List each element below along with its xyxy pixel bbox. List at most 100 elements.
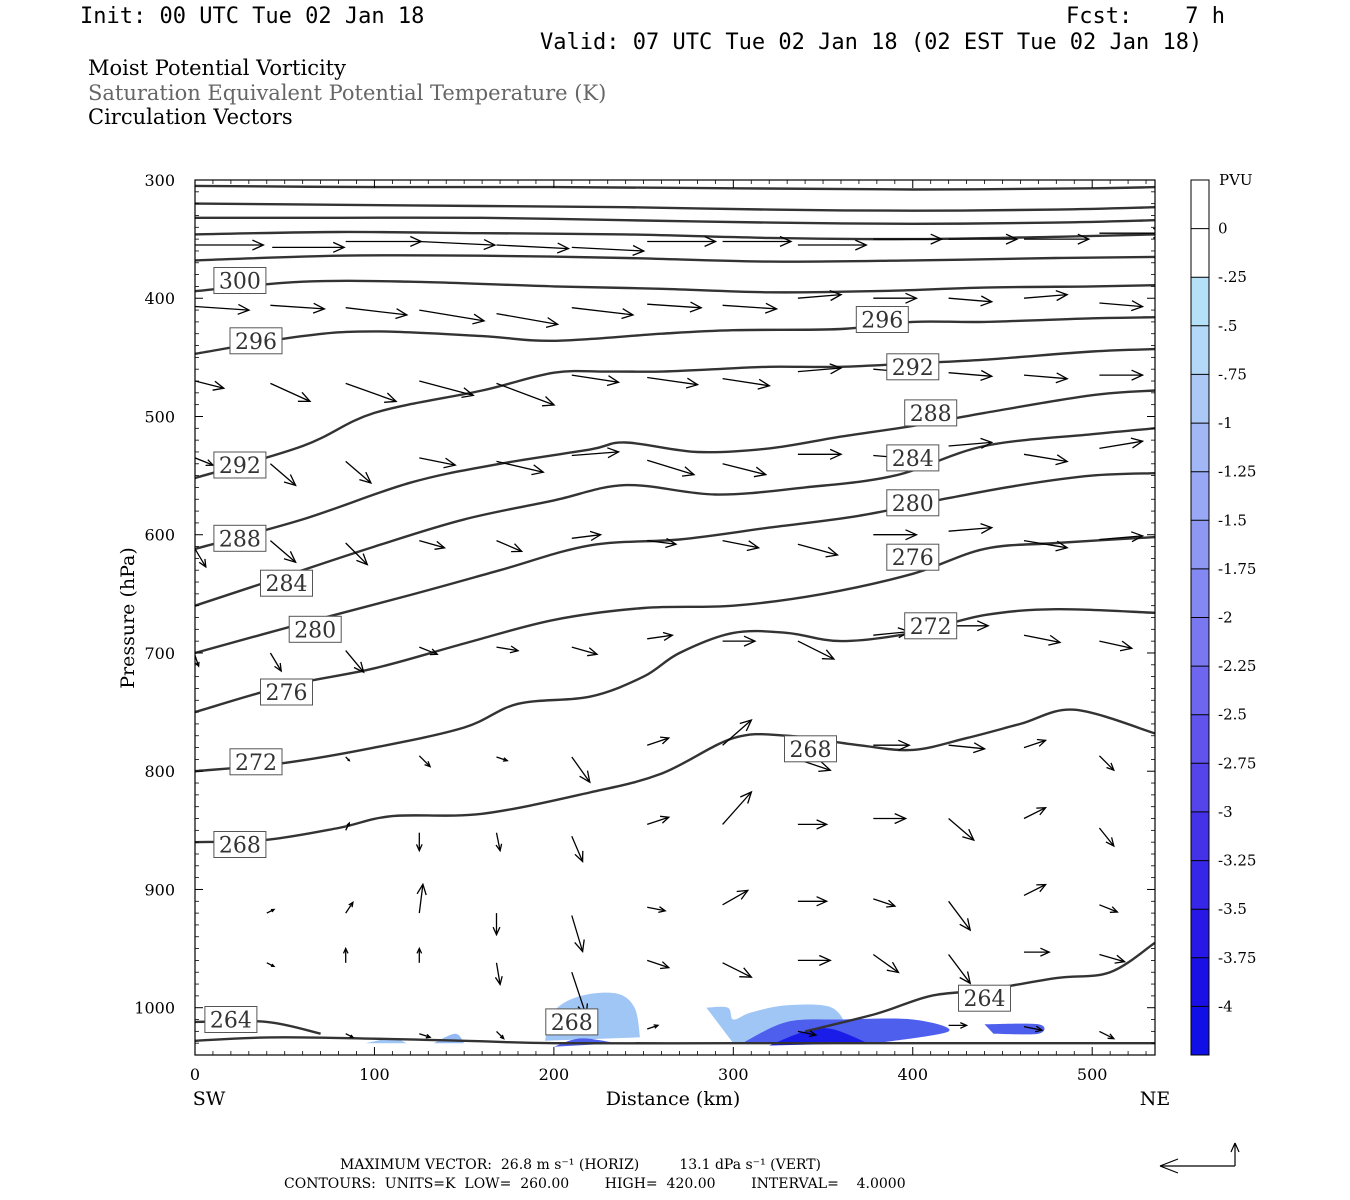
contour-label-box [213,267,267,294]
vector-head [753,466,768,478]
contour-label: 280 [886,489,940,517]
vector-shaft [797,367,842,373]
circulation-vector [1099,369,1145,381]
circulation-vector [571,447,621,459]
circulation-vector [1098,827,1115,848]
circulation-vector [722,718,753,746]
contour-label: 268 [213,831,267,859]
circulation-vector [647,235,718,247]
circulation-vector [571,244,646,257]
circulation-vector [1023,539,1069,552]
circulation-vector [1023,1025,1044,1033]
vector-head [959,971,972,985]
colorbar-label: -4 [1218,997,1233,1015]
vector-shaft [1099,535,1143,541]
vector-shaft [1098,755,1115,771]
vector-head [1106,762,1115,772]
contour-label-text: 268 [219,834,261,859]
circulation-vector [195,457,215,467]
pv-shading [984,1023,1045,1035]
vector-head [332,241,346,253]
contour-label: 276 [886,543,940,571]
circulation-vector [1099,640,1134,652]
theta-es-contour-268 [195,708,1155,844]
vector-head [461,387,475,399]
vector-shaft [722,889,749,906]
vector-head [1055,372,1069,384]
vector-head [660,961,671,970]
contour-label-text: 288 [219,527,261,552]
circulation-vector [873,233,944,245]
circulation-vector [873,529,919,541]
circulation-vector [345,460,373,485]
circulation-vector [647,376,700,389]
contour-label: 292 [886,353,940,381]
max-vector-note: MAXIMUM VECTOR: 26.8 m s⁻¹ (HORIZ) 13.1 … [340,1157,822,1173]
vector-head [511,543,524,553]
circulation-vector [492,913,501,937]
circulation-vector [345,1033,355,1038]
vector-head [1040,947,1051,957]
colorbar-label: -1 [1218,414,1233,432]
colorbar-label: -1.25 [1218,463,1256,481]
circulation-vector [722,539,761,552]
vector-head [886,899,897,908]
circulation-vector [571,374,621,387]
colorbar-label: -3.25 [1218,852,1256,870]
vector-head [779,235,793,247]
vector-shaft [948,818,975,841]
vector-shaft [496,540,522,552]
contour-label: 272 [229,748,283,776]
circulation-vector [948,522,994,534]
vector-head [416,946,423,954]
circulation-vector [1024,947,1051,957]
circulation-vector [722,790,753,825]
circulation-vector [496,312,560,329]
colorbar-swatch [1191,520,1209,570]
circulation-vector [1099,300,1145,312]
vector-head [898,739,911,751]
circulation-vector [345,756,351,762]
circulation-vector [948,369,994,382]
vector-shaft [873,898,896,907]
colorbar-label: 0 [1218,220,1228,238]
theta-es-contour-284 [195,427,1155,607]
vector-shaft [1023,539,1068,549]
vector-shaft [872,953,899,974]
vector-head [816,819,829,830]
contour-label-text: 276 [266,681,308,706]
contour-label-text: 268 [790,738,832,763]
vector-head [829,448,843,460]
vector-shaft [647,906,666,912]
x-axis-label: Distance (km) [606,1088,741,1110]
circulation-vector [722,635,757,647]
vector-head [384,392,398,403]
contour-label-box [204,1006,258,1033]
circulation-vector [948,233,1019,245]
vector-head [416,882,427,896]
vector-head [894,813,908,825]
vector-shaft [1023,807,1046,820]
circulation-vector [345,542,369,566]
vector-shaft [270,304,325,310]
circulation-vector [1023,883,1047,896]
circulation-vector [345,382,398,403]
contour-label: 268 [545,1008,599,1036]
circulation-vector [419,309,486,325]
vector-shaft [270,382,311,402]
vector-shaft [496,756,508,762]
contour-label-text: 296 [861,309,903,334]
vector-head [855,239,868,251]
circulation-vector [1155,243,1169,248]
vector-head [195,661,200,668]
contour-label: 272 [904,612,958,640]
y-tick-label: 600 [144,526,175,545]
vector-head [1077,233,1091,245]
contour-label-box [958,984,1011,1012]
vector-shaft [571,756,591,783]
contour-label-box [213,831,267,858]
vector-head [270,963,276,968]
vector-head [905,529,919,541]
contour-label: 268 [784,735,837,763]
vector-head [825,546,840,558]
